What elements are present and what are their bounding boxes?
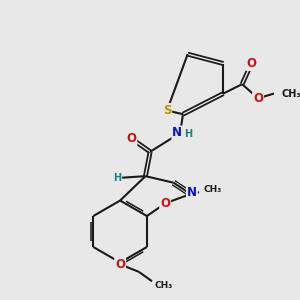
Text: O: O xyxy=(160,197,170,210)
Text: O: O xyxy=(115,258,125,271)
Text: CH₃: CH₃ xyxy=(155,281,173,290)
Text: CH₃: CH₃ xyxy=(203,185,221,194)
Text: CH₃: CH₃ xyxy=(281,88,300,99)
Text: N: N xyxy=(172,127,182,140)
Text: H: H xyxy=(184,129,192,140)
Text: H: H xyxy=(113,173,122,183)
Text: N: N xyxy=(187,186,197,199)
Text: O: O xyxy=(126,132,136,145)
Text: S: S xyxy=(163,104,171,117)
Text: O: O xyxy=(247,57,256,70)
Text: O: O xyxy=(253,92,263,105)
